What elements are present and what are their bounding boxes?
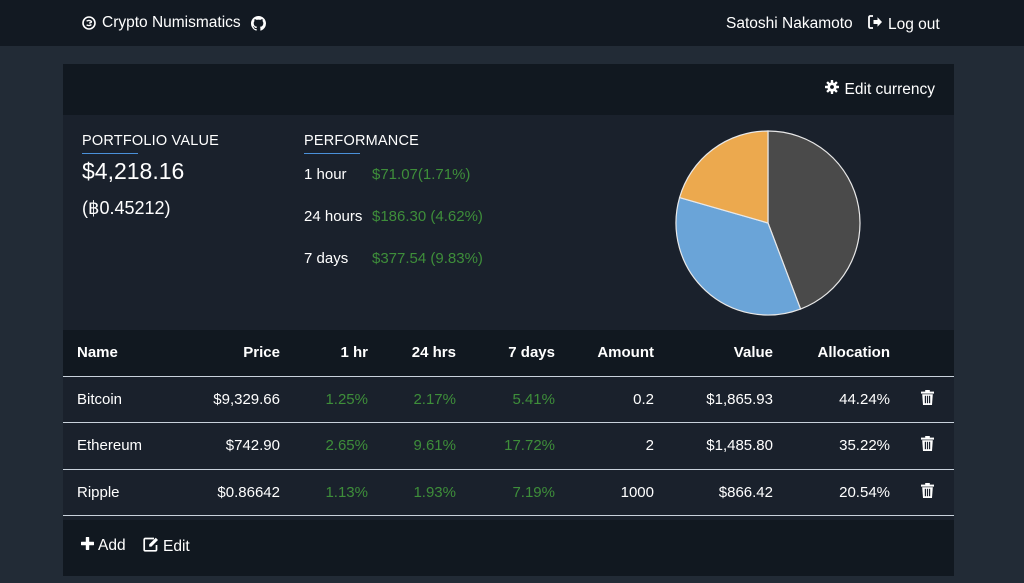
- edit-currency-button[interactable]: Edit currency: [824, 80, 935, 99]
- price-cell: $0.86642: [217, 483, 280, 501]
- col-header-price[interactable]: Price: [243, 344, 280, 362]
- table-row: Ripple $0.86642 1.13% 1.93% 7.19% 1000 $866.42…: [63, 469, 954, 516]
- portfolio-value: $4,218.16: [82, 158, 185, 184]
- brand-link[interactable]: Crypto Numismatics: [82, 14, 241, 32]
- change-24hrs-cell: 9.61%: [413, 437, 456, 455]
- value-cell: $866.42: [718, 483, 773, 501]
- holdings-table: Name Price 1 hr 24 hrs 7 days Amount Val…: [63, 330, 954, 516]
- col-header-7days[interactable]: 7 days: [508, 344, 555, 362]
- card-header: Edit currency: [63, 64, 954, 115]
- value-cell: $1,865.93: [706, 390, 773, 408]
- perf-period: 1 hour: [304, 166, 347, 183]
- portfolio-btc-value: (฿0.45212): [82, 198, 171, 218]
- coin-logo-icon: [82, 16, 96, 30]
- change-7days-cell: 5.41%: [512, 390, 555, 408]
- col-header-allocation[interactable]: Allocation: [817, 344, 890, 362]
- col-header-amount[interactable]: Amount: [597, 344, 654, 362]
- amount-cell: 1000: [620, 483, 654, 501]
- edit-currency-label: Edit currency: [844, 80, 935, 98]
- col-header-actions: [890, 330, 954, 376]
- value-cell: $1,485.80: [706, 437, 773, 455]
- allocation-cell: 44.24%: [839, 390, 890, 408]
- row-actions-cell: [890, 469, 954, 516]
- change-1hr-cell: 1.13%: [325, 483, 368, 501]
- allocation-cell: 20.54%: [839, 483, 890, 501]
- coin-name-cell: Bitcoin: [77, 390, 123, 408]
- change-24hrs-cell: 2.17%: [413, 390, 456, 408]
- gear-icon: [824, 80, 839, 99]
- pie-slice-ripple: [678, 130, 769, 224]
- price-cell: $742.90: [225, 437, 280, 455]
- coin-name-cell: Ripple: [77, 483, 120, 501]
- edit-portfolio-button[interactable]: Edit: [143, 537, 190, 557]
- trash-icon[interactable]: [920, 436, 934, 455]
- perf-change: $186.30 (4.62%): [372, 208, 483, 225]
- allocation-cell: 35.22%: [839, 437, 890, 455]
- performance-row-24h: 24 hours $186.30 (4.62%): [304, 208, 483, 225]
- amount-cell: 0.2: [633, 390, 654, 408]
- col-header-24hrs[interactable]: 24 hrs: [411, 344, 456, 362]
- performance-row-7d: 7 days $377.54 (9.83%): [304, 250, 483, 267]
- change-7days-cell: 7.19%: [512, 483, 555, 501]
- price-cell: $9,329.66: [213, 390, 280, 408]
- change-1hr-cell: 1.25%: [325, 390, 368, 408]
- table-header-row: Name Price 1 hr 24 hrs 7 days Amount Val…: [63, 330, 954, 376]
- table-row: Ethereum $742.90 2.65% 9.61% 17.72% 2 $1,485.8…: [63, 422, 954, 470]
- trash-icon[interactable]: [920, 389, 934, 409]
- top-navbar: Crypto Numismatics Satoshi Nakamoto Log …: [0, 0, 1024, 46]
- plus-icon: [81, 537, 94, 555]
- edit-label: Edit: [163, 538, 190, 555]
- logout-label: Log out: [888, 15, 940, 33]
- pie-slice-ethereum: [675, 196, 802, 316]
- performance-label: PERFORMANCE: [304, 133, 419, 154]
- change-7days-cell: 17.72%: [504, 437, 555, 455]
- col-header-name[interactable]: Name: [77, 344, 118, 362]
- card-footer: Add Edit: [63, 520, 954, 576]
- user-name[interactable]: Satoshi Nakamoto: [726, 15, 853, 32]
- sign-out-icon: [868, 15, 883, 34]
- brand-name: Crypto Numismatics: [102, 14, 241, 31]
- pie-slice-bitcoin: [767, 130, 861, 310]
- portfolio-value-label: PORTFOLIO VALUE: [82, 133, 220, 154]
- performance-row-1h: 1 hour $71.07(1.71%): [304, 166, 470, 183]
- perf-period: 7 days: [304, 250, 349, 267]
- portfolio-card: Edit currency PORTFOLIO VALUE $4,218.16 …: [63, 64, 954, 576]
- github-icon[interactable]: [251, 16, 266, 31]
- add-label: Add: [98, 537, 126, 554]
- perf-change: $377.54 (9.83%): [372, 250, 483, 267]
- col-header-value[interactable]: Value: [733, 344, 773, 362]
- row-actions-cell: [890, 423, 954, 470]
- add-coin-button[interactable]: Add: [81, 537, 126, 555]
- allocation-pie-chart: [675, 130, 861, 316]
- perf-period: 24 hours: [304, 208, 363, 225]
- logout-button[interactable]: Log out: [868, 15, 940, 34]
- amount-cell: 2: [645, 437, 654, 455]
- row-actions-cell: [890, 376, 954, 423]
- trash-icon[interactable]: [920, 482, 934, 502]
- edit-icon: [143, 537, 159, 557]
- perf-change: $71.07(1.71%): [372, 166, 471, 183]
- change-1hr-cell: 2.65%: [325, 437, 368, 455]
- table-row: Bitcoin $9,329.66 1.25% 2.17% 5.41% 0.2 $1,865…: [63, 376, 954, 423]
- col-header-1hr[interactable]: 1 hr: [340, 344, 368, 362]
- coin-name-cell: Ethereum: [77, 437, 143, 455]
- change-24hrs-cell: 1.93%: [413, 483, 456, 501]
